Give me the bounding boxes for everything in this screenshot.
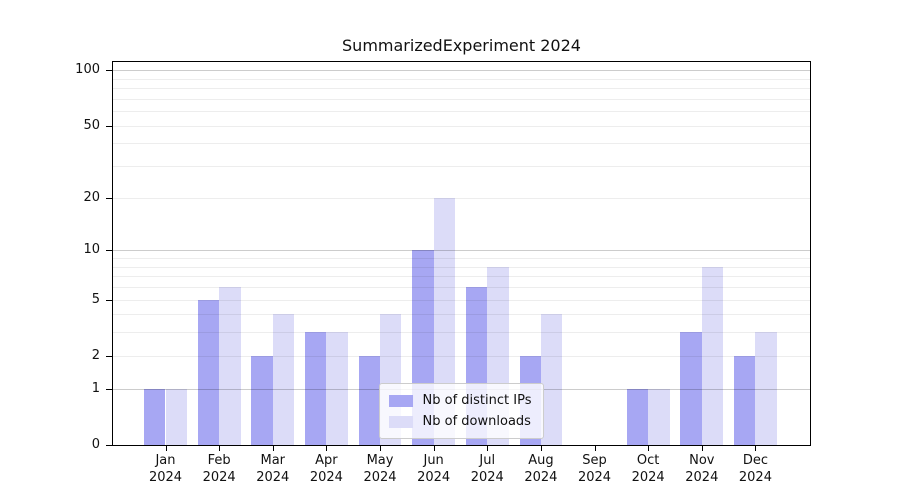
y-tick-5: [106, 299, 113, 301]
y-tick-label-50: 50: [83, 117, 100, 133]
gridline-2: [113, 355, 810, 357]
x-tick-feb: [219, 446, 221, 451]
gridline-20: [113, 197, 810, 199]
y-tick-10: [106, 250, 113, 252]
y-tick-label-10: 10: [83, 242, 100, 258]
chart-title: SummarizedExperiment 2024: [342, 36, 581, 55]
x-tick-oct: [648, 446, 650, 451]
y-tick-2: [106, 355, 113, 357]
bar-downloads-mar: [272, 314, 295, 445]
x-tick-jun: [433, 446, 435, 451]
x-tick-dec: [755, 446, 757, 451]
y-tick-label-20: 20: [83, 189, 100, 205]
x-tick-label-oct: Oct 2024: [631, 453, 665, 485]
bar-distinct-ips-mar: [251, 355, 273, 445]
plot-area: Nb of distinct IPs Nb of downloads: [112, 61, 811, 446]
gridline-60: [113, 111, 810, 113]
gridline-70: [113, 98, 810, 100]
bar-distinct-ips-may: [358, 355, 380, 445]
x-tick-apr: [326, 446, 328, 451]
gridline-3: [113, 332, 810, 334]
x-tick-jul: [487, 446, 489, 451]
x-tick-nov: [701, 446, 703, 451]
bar-downloads-apr: [326, 332, 348, 445]
x-tick-label-jun: Jun 2024: [417, 453, 451, 485]
x-tick-mar: [272, 446, 274, 451]
bar-distinct-ips-apr: [304, 332, 327, 445]
bar-downloads-aug: [540, 314, 563, 445]
gridline-8: [113, 266, 810, 268]
y-tick-label-100: 100: [75, 62, 100, 78]
bar-downloads-dec: [755, 332, 777, 445]
gridline-40: [113, 143, 810, 145]
x-tick-label-dec: Dec 2024: [738, 453, 772, 485]
y-tick-label-1: 1: [91, 380, 100, 396]
legend-label-downloads: Nb of downloads: [422, 414, 531, 429]
y-tick-20: [106, 197, 113, 199]
gridline-30: [113, 166, 810, 168]
legend-item-downloads: Nb of downloads: [388, 411, 532, 432]
x-tick-label-mar: Mar 2024: [256, 453, 290, 485]
y-tick-50: [106, 125, 113, 127]
x-tick-label-feb: Feb 2024: [202, 453, 236, 485]
bar-downloads-jan: [165, 388, 187, 445]
bar-distinct-ips-oct: [626, 388, 649, 445]
y-tick-100: [106, 70, 113, 72]
bar-distinct-ips-feb: [197, 299, 220, 445]
bar-distinct-ips-dec: [734, 355, 756, 445]
x-tick-aug: [540, 446, 542, 451]
bar-distinct-ips-jan: [144, 388, 166, 445]
x-tick-may: [380, 446, 382, 451]
y-tick-label-5: 5: [91, 291, 100, 307]
x-tick-label-jul: Jul 2024: [470, 453, 504, 485]
gridline-100: [113, 70, 810, 72]
x-tick-jan: [165, 446, 167, 451]
legend: Nb of distinct IPs Nb of downloads: [378, 383, 545, 439]
x-tick-label-may: May 2024: [363, 453, 397, 485]
legend-item-distinct-ips: Nb of distinct IPs: [388, 390, 532, 411]
legend-swatch-distinct-ips: [388, 394, 413, 407]
gridline-4: [113, 314, 810, 316]
x-tick-label-sep: Sep 2024: [577, 453, 612, 485]
x-tick-label-apr: Apr 2024: [309, 453, 343, 485]
gridline-50: [113, 125, 810, 127]
bar-downloads-oct: [648, 388, 670, 445]
x-tick-sep: [594, 446, 596, 451]
gridline-90: [113, 78, 810, 80]
y-tick-label-2: 2: [91, 347, 100, 363]
gridline-80: [113, 88, 810, 90]
y-tick-1: [106, 388, 113, 390]
x-tick-label-jan: Jan 2024: [148, 453, 183, 485]
legend-label-distinct-ips: Nb of distinct IPs: [422, 393, 532, 408]
gridline-9: [113, 258, 810, 260]
x-tick-label-nov: Nov 2024: [685, 453, 719, 485]
bar-distinct-ips-nov: [680, 332, 702, 445]
x-tick-label-aug: Aug 2024: [524, 453, 558, 485]
bar-downloads-feb: [219, 287, 241, 445]
y-tick-label-0: 0: [91, 437, 100, 452]
gridline-6: [113, 286, 810, 288]
gridline-5: [113, 299, 810, 301]
gridline-10: [113, 250, 810, 252]
y-tick-0: [106, 445, 113, 446]
bar-downloads-nov: [701, 266, 724, 445]
legend-swatch-downloads: [388, 415, 413, 428]
gridline-7: [113, 276, 810, 278]
